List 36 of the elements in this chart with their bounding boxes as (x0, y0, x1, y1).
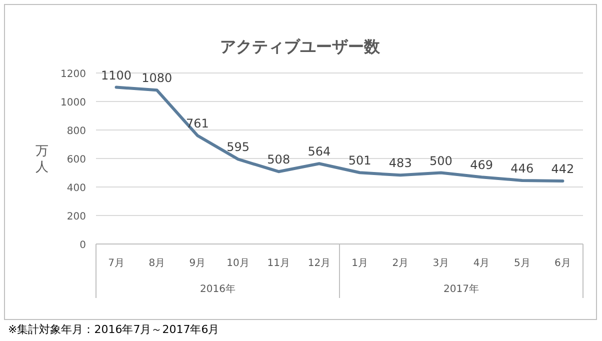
text: ※集計対象年月：2016年7月～2017年6月 (8, 323, 220, 336)
x-tick-label: 10月 (226, 258, 250, 269)
x-tick-label: 7月 (108, 258, 124, 269)
data-label: 1080 (142, 71, 172, 86)
data-label: 483 (388, 156, 412, 170)
data-label: 595 (226, 140, 250, 154)
y-tick-label: 1200 (60, 69, 86, 80)
data-label: 500 (430, 154, 452, 168)
x-tick-label: 2月 (392, 258, 409, 269)
data-label: 508 (267, 152, 290, 167)
x-tick-label: 5月 (514, 258, 530, 269)
x-tick-label: 8月 (148, 258, 166, 269)
x-tick-label: 12月 (308, 258, 331, 269)
x-tick-label: 9月 (189, 258, 206, 269)
y-tick-label: 200 (66, 212, 86, 222)
y-axis-title: 万人 (36, 144, 48, 175)
x-tick-label: 3月 (432, 258, 450, 269)
x-tick-label: 11月 (267, 258, 290, 269)
data-label: 564 (308, 144, 331, 159)
y-tick-label: 400 (66, 183, 86, 194)
x-tick-label: 4月 (473, 258, 490, 269)
y-tick-label: 800 (66, 126, 86, 137)
x-tick-label: 1月 (352, 258, 368, 269)
y-tick-label: 0 (80, 240, 86, 251)
data-label: 1100 (101, 68, 132, 82)
chart-title: アクティブユーザー数 (220, 37, 381, 56)
data-label: 446 (510, 161, 534, 176)
text: 2017年 (444, 283, 479, 295)
y-tick-label: 1000 (60, 98, 86, 108)
data-label: 761 (186, 116, 209, 131)
data-label: 442 (551, 162, 574, 176)
y-tick-label: 600 (66, 154, 86, 166)
data-label: 501 (348, 154, 372, 168)
x-tick-label: 6月 (554, 258, 571, 269)
text: 2016年 (200, 283, 236, 295)
data-label: 469 (470, 158, 493, 172)
